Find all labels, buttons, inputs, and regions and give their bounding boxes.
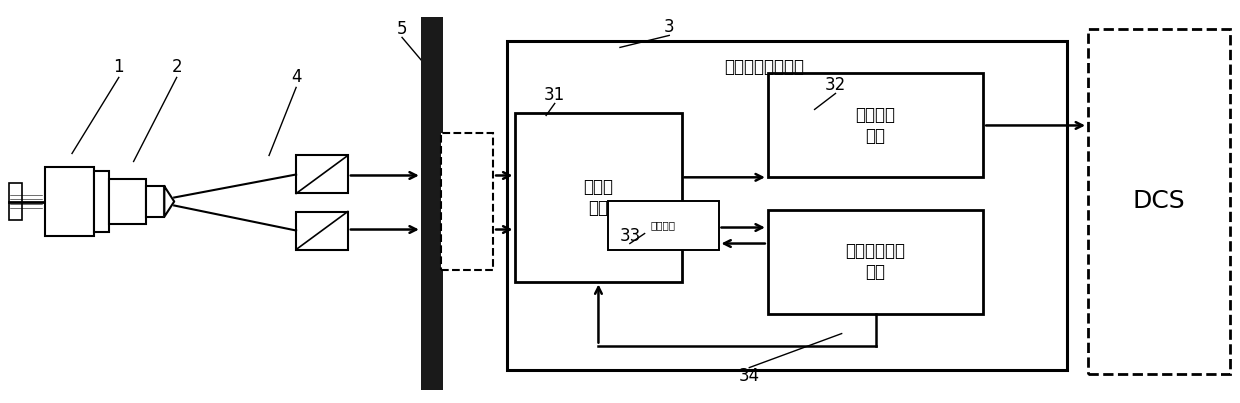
Bar [296,212,348,249]
Bar [94,172,109,231]
Bar [146,186,165,217]
Bar [516,114,682,282]
Text: DCS: DCS [1132,189,1185,214]
Bar [768,73,983,177]
Text: 前置放
大器: 前置放 大器 [584,178,614,217]
Bar [109,179,146,224]
Text: 4: 4 [291,69,301,86]
Bar [9,183,21,220]
Bar [420,17,443,390]
Text: 显示单元: 显示单元 [651,220,676,231]
Bar [768,210,983,314]
Bar [1087,29,1230,374]
Bar [45,168,94,235]
Bar [608,202,718,249]
Text: 2: 2 [171,58,182,77]
Text: 32: 32 [825,77,846,94]
Text: 校验脉冲产生
单元: 校验脉冲产生 单元 [846,242,905,281]
Text: 5: 5 [397,21,407,38]
Bar [441,133,494,270]
Text: 31: 31 [544,86,565,104]
Text: 计算处理
单元: 计算处理 单元 [856,106,895,145]
Text: 33: 33 [619,226,641,245]
Text: 1: 1 [114,58,124,77]
Text: 34: 34 [739,367,760,384]
Text: 转速信号处理模块: 转速信号处理模块 [724,58,805,77]
Text: 3: 3 [663,19,675,36]
Polygon shape [165,186,174,217]
Bar [507,42,1066,370]
Bar [296,156,348,193]
